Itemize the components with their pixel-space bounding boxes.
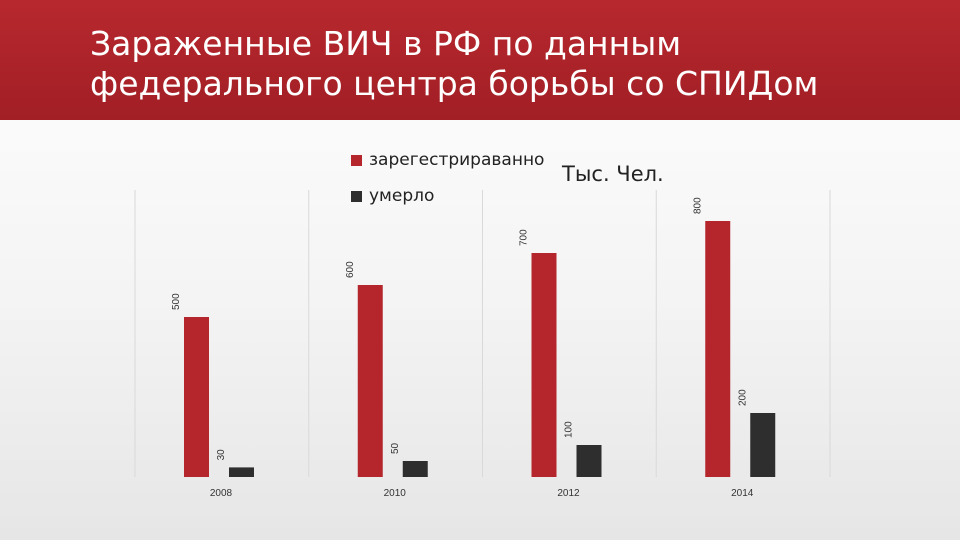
- legend-label-died: умерло: [369, 186, 435, 206]
- bar-died-2010: [402, 461, 428, 477]
- legend-label-registered: зарегестрираванно: [369, 150, 545, 170]
- legend-item-registered: зарегестрираванно: [351, 150, 544, 170]
- data-label-died-2012: 100: [564, 421, 575, 438]
- page-title: Зараженные ВИЧ в РФ по данным федерально…: [90, 24, 819, 103]
- bar-registered-2014: [705, 221, 731, 477]
- data-label-registered-2014: 800: [692, 197, 703, 214]
- bar-chart: 500 30 2008 600 50 2010 700 100 2012 800 200 2014: [134, 190, 831, 499]
- bar-died-2014: [750, 413, 776, 477]
- title-banner: Зараженные ВИЧ в РФ по данным федерально…: [0, 0, 960, 120]
- data-label-died-2014: 200: [737, 389, 748, 406]
- bar-died-2012: [576, 445, 602, 477]
- bar-registered-2008: [184, 317, 209, 477]
- unit-label: Тыс. Чел.: [562, 162, 664, 186]
- legend-swatch-registered: [351, 154, 362, 166]
- data-label-registered-2012: 700: [519, 229, 530, 246]
- x-tick-label-2014: 2014: [731, 488, 754, 499]
- data-label-registered-2008: 500: [171, 293, 182, 310]
- data-label-died-2010: 50: [390, 442, 401, 454]
- data-label-registered-2010: 600: [345, 261, 356, 278]
- x-tick-label-2008: 2008: [210, 488, 233, 499]
- x-tick-label-2012: 2012: [557, 488, 580, 499]
- legend-swatch-died: [351, 190, 362, 202]
- bar-died-2008: [229, 467, 254, 477]
- legend-item-died: умерло: [351, 186, 434, 206]
- bar-registered-2010: [357, 285, 383, 477]
- bar-registered-2012: [531, 253, 557, 477]
- x-tick-label-2010: 2010: [384, 488, 407, 499]
- data-label-died-2008: 30: [216, 449, 227, 461]
